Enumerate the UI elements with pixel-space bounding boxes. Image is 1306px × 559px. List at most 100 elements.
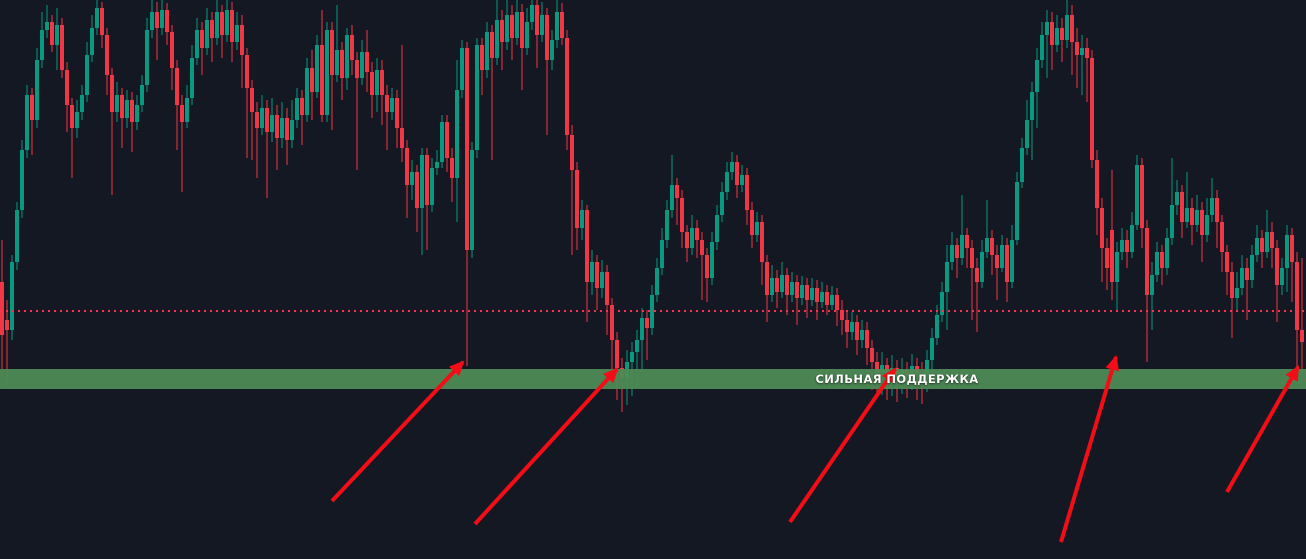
candle-body [240, 25, 244, 55]
candle-body [1300, 330, 1304, 342]
candle-body [1030, 92, 1034, 120]
candle-body [715, 215, 719, 242]
candle-body [1130, 225, 1134, 252]
candle-body [990, 238, 994, 255]
candle-body [1050, 22, 1054, 45]
candle-body [70, 105, 74, 128]
candle-body [1170, 205, 1174, 238]
candle-body [985, 238, 989, 252]
candle-body [365, 52, 369, 72]
candle-body [20, 150, 24, 210]
candle-body [480, 45, 484, 70]
candle-body [280, 118, 284, 138]
dotted-price-line[interactable] [0, 310, 1306, 312]
candle-body [665, 210, 669, 240]
candle-body [565, 38, 569, 135]
candle-body [205, 20, 209, 48]
candle-body [115, 95, 119, 112]
candle-body [790, 282, 794, 295]
candle-body [770, 278, 774, 295]
candle-body [155, 12, 159, 28]
support-touch-arrow[interactable] [330, 360, 465, 503]
candle-body [235, 25, 239, 42]
candle-body [1150, 275, 1154, 295]
candle-body [575, 170, 579, 228]
candle-body [1165, 238, 1169, 268]
candle-body [980, 252, 984, 282]
candle-body [1185, 208, 1189, 222]
candle-body [1120, 240, 1124, 252]
candle-body [25, 95, 29, 150]
candle-body [140, 85, 144, 105]
candle-body [1055, 28, 1059, 45]
candle-body [760, 222, 764, 262]
candle-body [835, 295, 839, 310]
candle-body [1010, 240, 1014, 282]
candle-body [5, 320, 9, 330]
candle-body [165, 10, 169, 32]
candle-body [700, 240, 704, 255]
candle-body [1205, 215, 1209, 235]
candle-body [950, 245, 954, 262]
candle-body [1155, 252, 1159, 275]
candle-body [870, 348, 874, 362]
candle-body [830, 295, 834, 305]
candle-body [1140, 165, 1144, 228]
candle-body [425, 155, 429, 205]
candle-body [1250, 255, 1254, 280]
candle-body [820, 292, 824, 302]
support-touch-arrow[interactable] [788, 367, 897, 524]
candle-body [695, 228, 699, 240]
support-touch-arrow[interactable] [1059, 355, 1120, 543]
candle-body [340, 50, 344, 78]
candle-body [685, 232, 689, 248]
support-touch-arrow[interactable] [473, 367, 619, 526]
candle-body [35, 60, 39, 120]
candle-body [410, 172, 414, 185]
candle-body [505, 15, 509, 42]
candle-body [520, 12, 524, 48]
candle-body [605, 272, 609, 305]
candle-body [360, 52, 364, 78]
candle-body [290, 120, 294, 140]
candle-body [855, 322, 859, 340]
candle-body [190, 58, 194, 98]
candle-body [120, 95, 124, 118]
candle-body [345, 35, 349, 78]
candle-body [295, 98, 299, 120]
candle-body [1095, 160, 1099, 208]
candle-body [10, 262, 14, 330]
candle-body [450, 158, 454, 178]
candle-body [765, 262, 769, 295]
candle-body [1015, 182, 1019, 240]
support-zone-band[interactable] [0, 369, 1306, 389]
candle-body [80, 95, 84, 112]
candle-body [215, 12, 219, 38]
candle-body [285, 118, 289, 140]
candle-body [490, 32, 494, 58]
candle-body [655, 268, 659, 295]
candle-body [320, 45, 324, 115]
candle-body [600, 272, 604, 288]
candle-body [785, 275, 789, 295]
candle-body [730, 162, 734, 172]
candle-body [645, 318, 649, 328]
candle-body [30, 95, 34, 120]
candle-body [445, 122, 449, 158]
candle-body [485, 32, 489, 70]
candle-body [60, 25, 64, 70]
candle-body [1090, 58, 1094, 160]
candle-body [145, 30, 149, 85]
candle-body [1230, 272, 1234, 298]
candle-body [180, 105, 184, 122]
candle-body [545, 15, 549, 60]
candle-body [615, 340, 619, 368]
candle-body [1190, 208, 1194, 225]
candle-body [540, 15, 544, 35]
candle-body [65, 70, 69, 105]
support-touch-arrow[interactable] [1225, 365, 1300, 493]
candle-body [1100, 208, 1104, 248]
candle-body [1235, 288, 1239, 298]
candle-body [335, 50, 339, 75]
